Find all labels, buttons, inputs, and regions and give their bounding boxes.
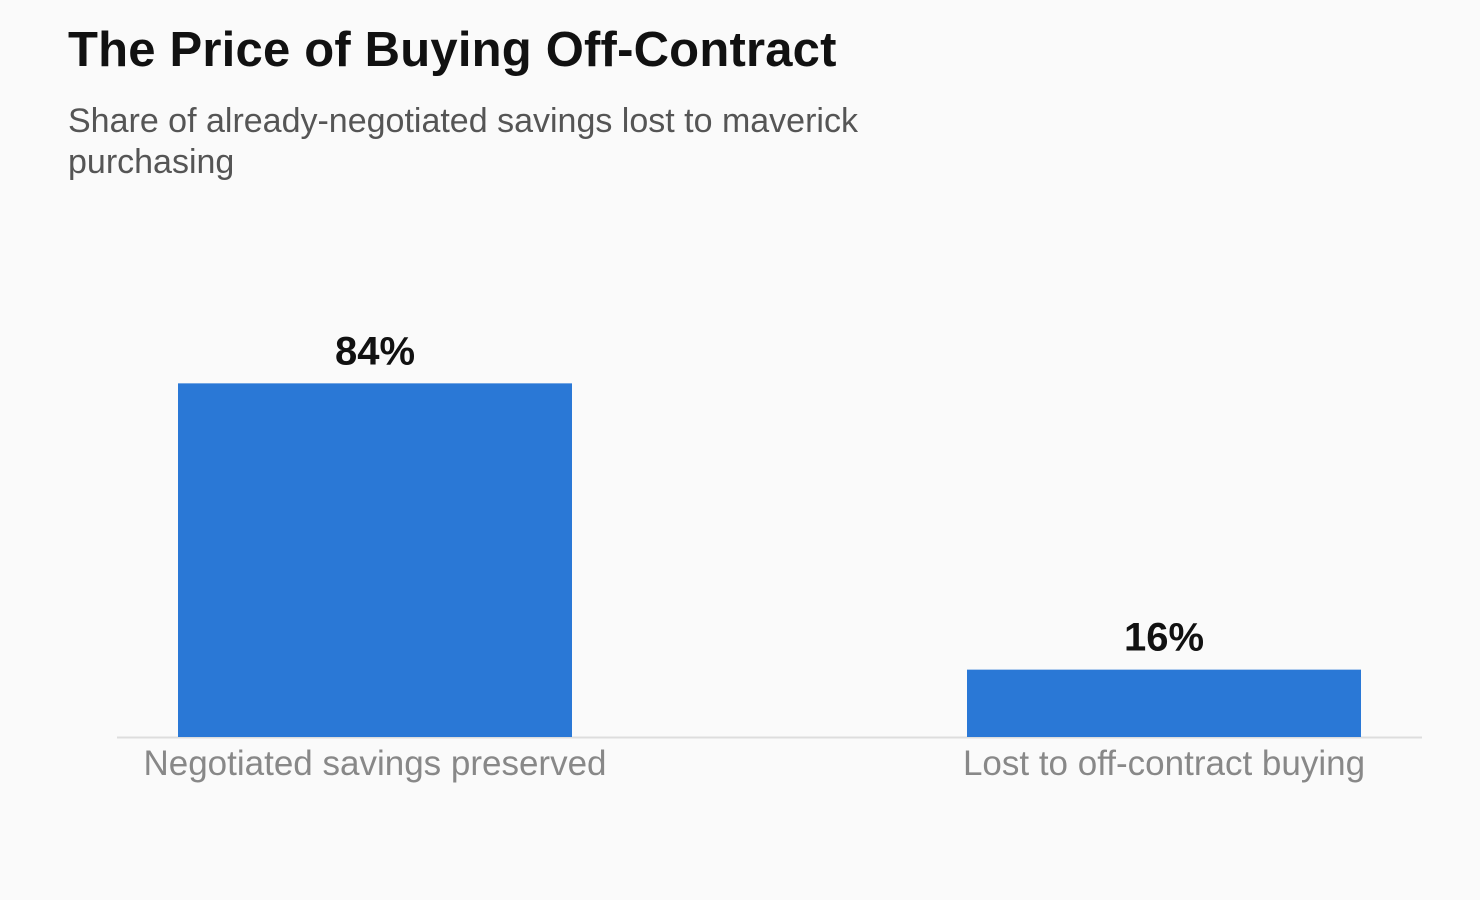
bar-group: 84% Negotiated savings preserved 16% Lost t…	[143, 329, 1365, 783]
bar-1	[967, 669, 1361, 737]
chart-title: The Price of Buying Off-Contract	[68, 23, 837, 77]
category-label-0: Negotiated savings preserved	[143, 744, 606, 783]
bar-0	[178, 383, 572, 737]
category-label-1: Lost to off-contract buying	[963, 744, 1365, 783]
value-label-0: 84%	[335, 329, 415, 373]
value-label-1: 16%	[1124, 616, 1204, 660]
chart-subtitle: Share of already-negotiated savings lost…	[68, 102, 858, 181]
